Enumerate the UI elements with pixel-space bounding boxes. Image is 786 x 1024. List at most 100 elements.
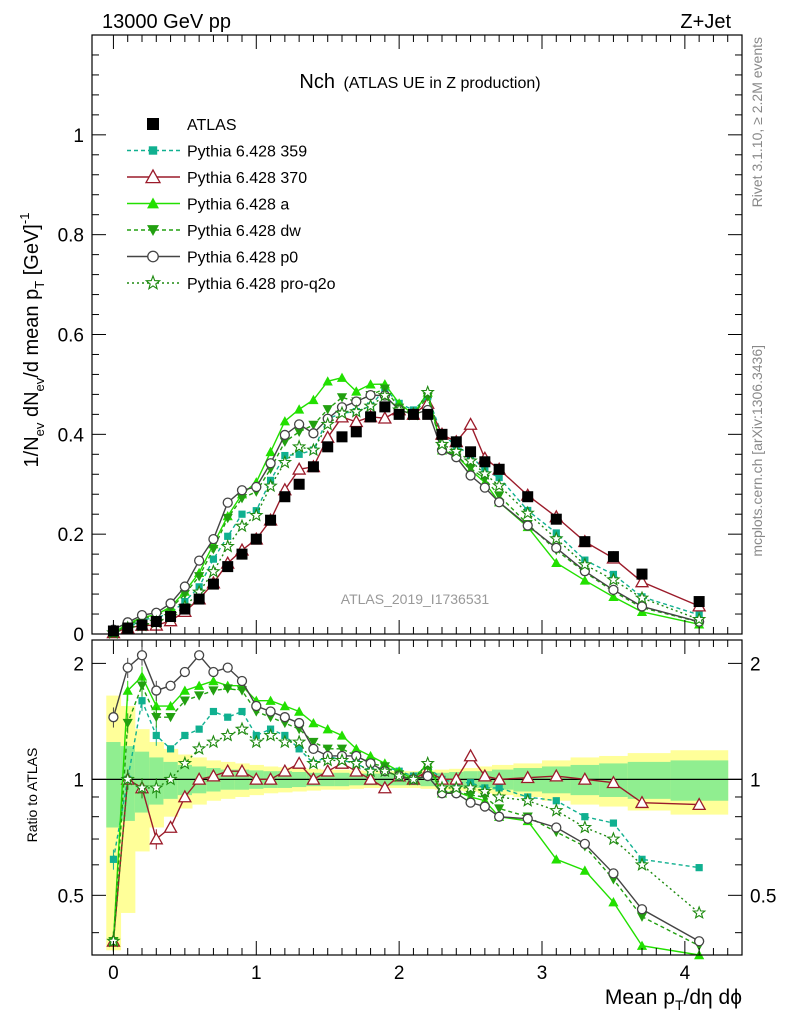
series-point-5 (349, 404, 364, 418)
ratio-point-0 (609, 819, 618, 827)
ratio-point-3 (236, 686, 248, 696)
ratio-point-4 (608, 868, 619, 879)
series-line-0 (113, 387, 700, 633)
data-point (379, 401, 391, 413)
ratio-point-3 (179, 696, 190, 706)
data-point (207, 578, 219, 590)
ratio-point-5 (177, 755, 193, 770)
series-point-5 (249, 507, 264, 522)
legend-marker-4 (147, 250, 159, 263)
data-point (422, 408, 434, 420)
ratio-point-1 (349, 763, 364, 777)
ratio-point-4 (222, 662, 233, 673)
series-point-5 (420, 384, 435, 399)
ratio-point-5 (320, 752, 335, 767)
ratio-point-2 (579, 865, 590, 875)
ratio-point-0 (109, 855, 118, 863)
ratio-point-2 (308, 717, 319, 728)
ratio-point-5 (291, 734, 307, 749)
ratio-point-1 (234, 763, 250, 777)
ratio-point-3 (122, 718, 133, 729)
series-point-3 (236, 494, 248, 504)
data-point (407, 408, 419, 420)
ratio-point-5 (191, 741, 207, 755)
ratio-point-5 (306, 755, 321, 770)
ratio-point-2 (179, 685, 190, 695)
ratio-panel-axes: 0.5 0.5 1 1 2 2 0 1 2 3 4 (58, 639, 776, 984)
ratio-point-1 (606, 775, 621, 789)
ratio-point-2 (194, 680, 205, 690)
x-tick-label: 4 (680, 963, 691, 984)
plot-title-sub: (ATLAS UE in Z production) (343, 75, 540, 92)
data-point (236, 548, 248, 560)
ratio-tick-label-right: 2 (750, 654, 761, 675)
ratio-line-3 (112, 683, 700, 947)
ratio-point-0 (224, 713, 232, 721)
ratio-point-1 (149, 831, 164, 845)
legend-marker-data (147, 118, 159, 130)
series-point-5 (220, 538, 235, 553)
ratio-line-4 (112, 654, 700, 942)
data-point (165, 611, 177, 623)
legend-label-0: Pythia 6.428 359 (187, 144, 307, 161)
data-point (393, 408, 405, 420)
ratio-point-5 (391, 768, 407, 783)
ratio-point-5 (149, 780, 164, 795)
ratio-tick-label-right: 1 (750, 770, 761, 791)
y-tick-label: 0.6 (58, 326, 84, 347)
ratio-point-1 (277, 763, 292, 777)
ratio-line-1 (112, 754, 700, 942)
ratio-point-2 (208, 675, 219, 686)
ratio-point-0 (166, 745, 175, 753)
series-point-3 (208, 544, 219, 555)
ratio-point-0 (581, 813, 589, 821)
legend-marker-2 (147, 197, 159, 209)
data-point (307, 461, 319, 473)
series-point-3 (179, 589, 190, 600)
ratio-point-1 (692, 797, 707, 811)
ratio-tick-label-left: 0.5 (58, 886, 84, 907)
main-panel-axes: 0 0.2 0.4 0.6 0.8 1 (58, 34, 743, 646)
ratio-point-1 (249, 772, 264, 785)
y-axis-label: 1/Nev dNev/d mean pT [GeV]-1 (17, 213, 47, 468)
series-point-5 (549, 531, 564, 545)
ratio-point-2 (351, 743, 362, 754)
ratio-band-inner (670, 760, 729, 801)
ratio-point-1 (163, 820, 178, 833)
ratio-point-2 (294, 706, 305, 716)
ratio-point-1 (634, 795, 650, 809)
x-tick-label: 1 (251, 963, 262, 984)
series-point-0 (238, 510, 246, 518)
y-tick-label: 0.8 (58, 226, 84, 247)
ratio-point-0 (195, 725, 203, 733)
ratio-point-2 (151, 700, 162, 711)
data-point (336, 431, 348, 443)
ratio-point-3 (465, 790, 476, 801)
data-point (350, 426, 362, 438)
series-point-5 (306, 442, 321, 457)
legend-label-1: Pythia 6.428 370 (187, 170, 307, 187)
ratio-axis-label: Ratio to ATLAS (24, 748, 40, 843)
ratio-point-1 (320, 763, 335, 777)
legend-marker-3 (147, 225, 159, 236)
header-process-label: Z+Jet (680, 11, 731, 33)
data-point (522, 491, 534, 503)
ratio-point-4 (579, 838, 591, 850)
data-point (250, 533, 262, 545)
ratio-point-5 (577, 819, 593, 834)
ratio-point-1 (520, 770, 535, 784)
series-point-5 (634, 590, 650, 605)
data-point (322, 441, 334, 453)
ratio-point-5 (691, 905, 707, 920)
ratio-point-4 (493, 811, 505, 822)
series-point-4 (493, 497, 505, 508)
ratio-point-0 (695, 864, 703, 872)
ratio-point-5 (377, 763, 393, 778)
ratio-panel-series (106, 645, 707, 960)
data-point (136, 619, 148, 631)
series-point-4 (522, 520, 533, 531)
ratio-point-0 (181, 731, 189, 740)
ratio-point-4 (122, 662, 133, 673)
ratio-point-1 (206, 768, 221, 782)
ratio-point-4 (636, 904, 648, 915)
